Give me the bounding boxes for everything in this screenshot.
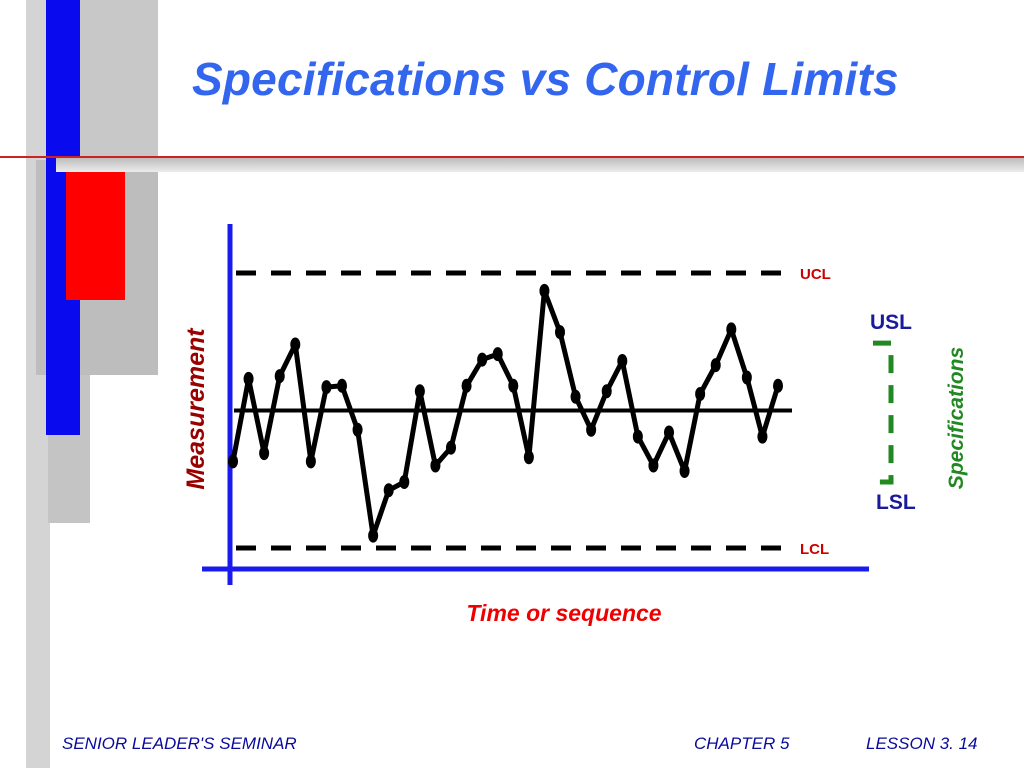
data-point: [726, 322, 737, 337]
measurement-series-line: [230, 288, 781, 539]
data-point: [430, 458, 441, 473]
data-point: [243, 371, 254, 386]
data-point: [632, 429, 643, 444]
lsl-label: LSL: [876, 491, 916, 514]
slide-title: Specifications vs Control Limits: [192, 53, 899, 105]
data-point: [228, 454, 238, 469]
data-point: [477, 352, 488, 367]
data-point: [492, 347, 503, 362]
data-point: [508, 378, 519, 393]
y-axis-label: Measurement: [182, 327, 210, 490]
data-point: [259, 446, 270, 461]
data-point: [695, 387, 706, 401]
usl-label: USL: [870, 311, 912, 334]
data-point: [368, 528, 379, 543]
footer-lesson: LESSON 3. 14: [866, 734, 978, 753]
x-axis-label: Time or sequence: [466, 600, 661, 626]
data-point: [679, 464, 690, 478]
title-underline-gray: [56, 158, 1024, 172]
data-point: [383, 483, 394, 498]
data-point: [305, 454, 316, 469]
ucl-label: UCL: [800, 266, 831, 283]
data-point: [337, 378, 347, 393]
data-point: [570, 389, 581, 404]
footer-seminar: SENIOR LEADER'S SEMINAR: [62, 734, 297, 753]
decor-red-block: [66, 172, 125, 300]
data-point: [601, 384, 612, 399]
data-point: [446, 440, 456, 455]
specification-bracket: [873, 340, 894, 485]
data-point: [648, 458, 659, 473]
data-point: [773, 378, 783, 393]
data-point: [757, 429, 768, 444]
data-point: [664, 425, 674, 440]
data-point: [741, 370, 752, 385]
data-point: [274, 369, 285, 384]
data-point: [710, 358, 721, 373]
data-point: [352, 422, 363, 437]
measurement-points: [228, 283, 783, 543]
lcl-label: LCL: [800, 541, 829, 558]
footer-chapter: CHAPTER 5: [694, 734, 790, 753]
data-point: [586, 422, 597, 437]
data-point: [523, 450, 534, 465]
title-underline-red: [0, 156, 1024, 158]
data-point: [617, 354, 628, 368]
data-point: [461, 378, 472, 393]
data-point: [399, 475, 410, 489]
data-point: [290, 337, 301, 352]
data-point: [321, 380, 332, 395]
specifications-label: Specifications: [945, 347, 968, 489]
data-point: [414, 384, 425, 399]
data-point: [539, 283, 550, 298]
data-point: [555, 325, 565, 340]
